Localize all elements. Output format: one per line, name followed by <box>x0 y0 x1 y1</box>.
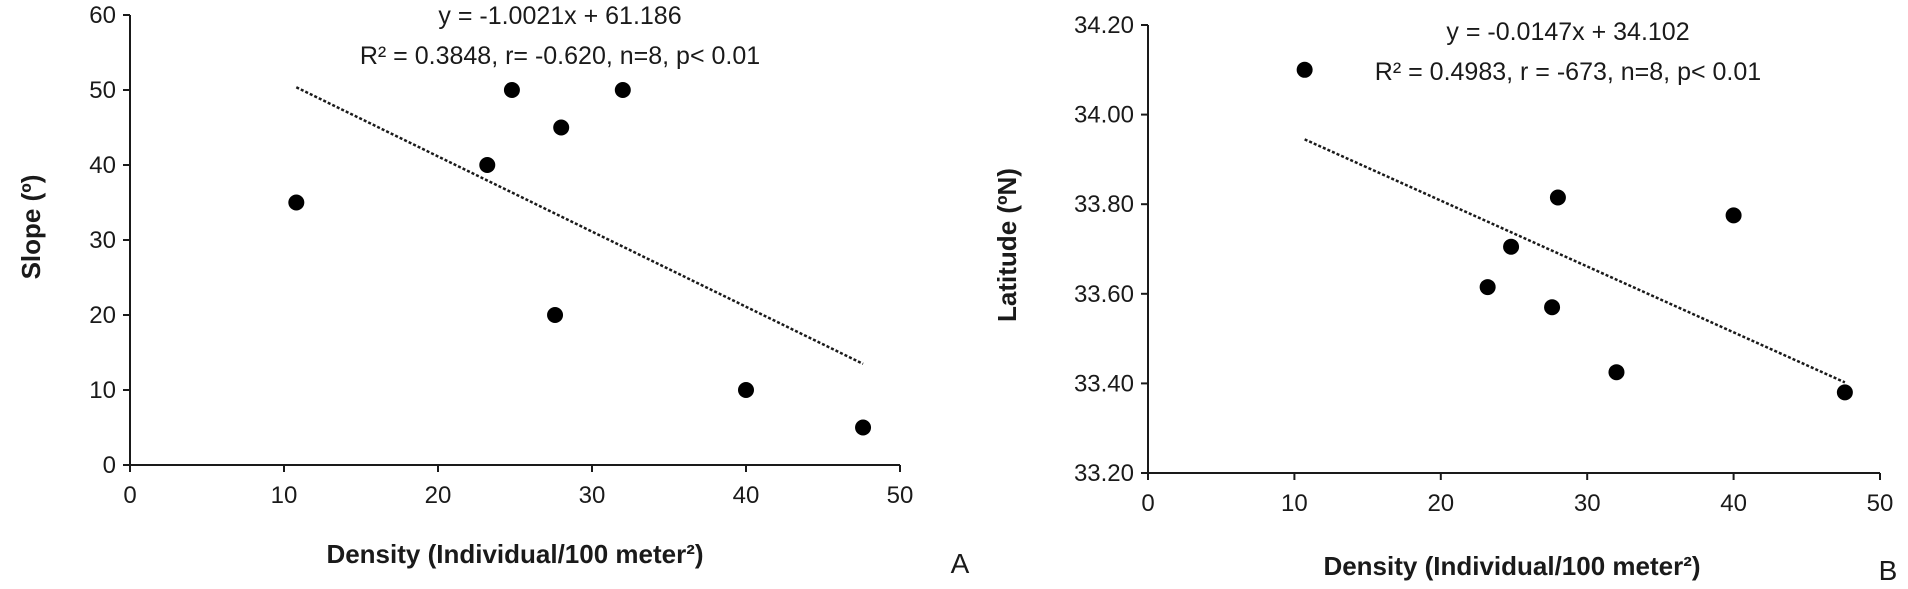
chart-b-x-tick-label: 30 <box>1574 490 1601 517</box>
chart-a-y-tick-label: 40 <box>89 152 116 179</box>
chart-b-x-axis-label: Density (Individual/100 meter²) <box>1323 551 1700 581</box>
chart-a-y-tick-label: 30 <box>89 227 116 254</box>
chart-b-x-tick-label: 20 <box>1427 490 1454 517</box>
chart-b-data-point <box>1503 238 1520 255</box>
chart-a-trendline <box>295 86 864 365</box>
chart-a-x-tick-label: 50 <box>887 482 914 509</box>
chart-a-y-tick-label: 0 <box>103 452 116 479</box>
chart-a-x-axis-label: Density (Individual/100 meter²) <box>326 539 703 569</box>
chart-b-y-tick-label: 33.80 <box>1074 191 1134 218</box>
chart-a-data-point <box>614 82 631 98</box>
chart-b-y-axis-label: Latitude (ºN) <box>992 168 1022 322</box>
chart-b-equation: y = -0.0147x + 34.102 <box>1446 18 1689 46</box>
chart-b-trendline <box>1304 138 1846 384</box>
chart-a-data-point <box>553 119 570 136</box>
chart-a-x-tick-label: 0 <box>123 482 136 509</box>
chart-b-data-point <box>1725 207 1742 224</box>
chart-a-equation: y = -1.0021x + 61.186 <box>438 2 681 30</box>
chart-a-x-tick-label: 40 <box>733 482 760 509</box>
chart-a-stats: R² = 0.3848, r= -0.620, n=8, p< 0.01 <box>360 42 760 70</box>
chart-b-x-tick-label: 10 <box>1281 490 1308 517</box>
chart-b-y-tick-label: 34.00 <box>1074 102 1134 129</box>
chart-b-x-tick-label: 50 <box>1867 490 1894 517</box>
chart-a-data-point <box>738 382 754 398</box>
chart-a: y = -1.0021x + 61.186 R² = 0.3848, r= -0… <box>16 2 970 579</box>
chart-b-x-tick-label: 40 <box>1720 490 1747 517</box>
chart-a-y-tick-label: 10 <box>89 377 116 404</box>
chart-a-y-tick-label: 50 <box>89 77 116 104</box>
chart-a-panel-label: A <box>951 548 970 579</box>
chart-a-data-point <box>288 194 305 211</box>
chart-a-y-tick-label: 20 <box>89 302 116 329</box>
chart-b-y-tick-label: 33.40 <box>1074 370 1134 397</box>
chart-a-x-tick-label: 10 <box>271 482 298 509</box>
chart-b-data-point <box>1608 364 1625 381</box>
chart-a-x-tick-label: 20 <box>425 482 452 509</box>
chart-b-data-point <box>1549 189 1566 206</box>
chart-a-data-point <box>547 307 564 323</box>
chart-b-data-point <box>1296 61 1313 78</box>
chart-a-data-point <box>479 157 496 173</box>
chart-a-data-point <box>855 419 872 436</box>
chart-b-panel-label: B <box>1879 555 1898 586</box>
chart-b-stats: R² = 0.4983, r = -673, n=8, p< 0.01 <box>1375 58 1761 86</box>
chart-b-y-tick-label: 34.20 <box>1074 12 1134 39</box>
chart-b-data-point <box>1544 299 1561 316</box>
chart-a-x-tick-label: 30 <box>579 482 606 509</box>
chart-b-y-tick-label: 33.60 <box>1074 281 1134 308</box>
chart-b-y-tick-label: 33.20 <box>1074 460 1134 487</box>
chart-b: y = -0.0147x + 34.102 R² = 0.4983, r = -… <box>992 12 1897 586</box>
chart-a-y-tick-label: 60 <box>89 2 116 29</box>
chart-b-data-point <box>1836 384 1853 401</box>
chart-b-x-tick-label: 0 <box>1141 490 1154 517</box>
chart-b-data-point <box>1479 279 1496 296</box>
chart-a-y-axis-label: Slope (º) <box>16 175 46 280</box>
chart-a-data-point <box>503 82 520 98</box>
